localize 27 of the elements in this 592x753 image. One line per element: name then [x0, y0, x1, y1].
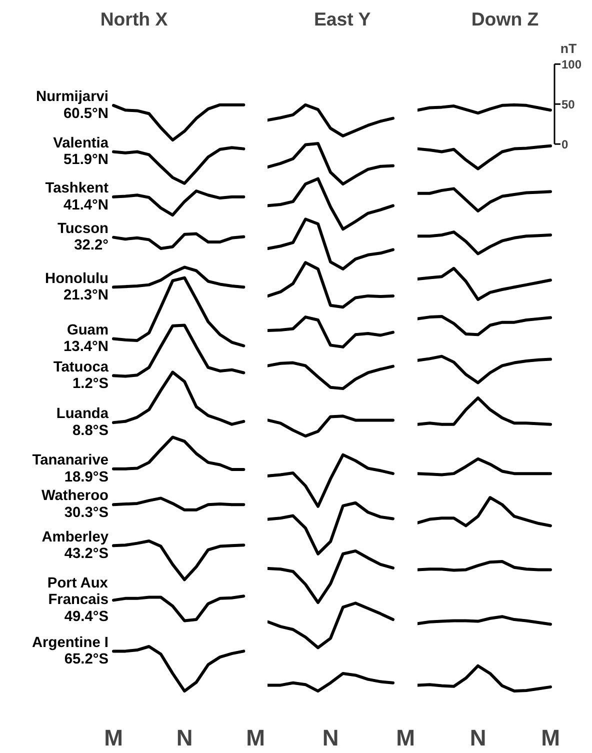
chart-title: Down Z — [471, 8, 539, 30]
text: 50 — [562, 98, 576, 112]
chart-title: East Y — [314, 8, 372, 30]
series-label: Watheroo 30.3°S — [41, 488, 109, 522]
series-label: Tatuoca 1.2°S — [53, 359, 110, 392]
series-label: Argentine I 65.2°S — [32, 634, 109, 668]
x-tick-label: M — [104, 724, 123, 750]
text: 100 — [562, 58, 582, 72]
x-tick-label: M — [246, 724, 265, 750]
x-tick-label: N — [470, 724, 486, 750]
x-tick-label: M — [541, 724, 560, 750]
series-label: Nurmijarvi 60.5°N — [36, 89, 109, 122]
series-label: Honolulu 21.3°N — [45, 270, 109, 304]
x-tick-label: N — [322, 724, 339, 750]
series-label: Tashkent 41.4°N — [45, 180, 109, 214]
text: 0 — [562, 138, 568, 152]
series-label: Luanda 8.8°S — [56, 406, 110, 439]
series-label: Tananarive 18.9°S — [32, 452, 109, 486]
series-label: Valentia 51.9°N — [53, 135, 110, 168]
series-label: Amberley 43.2°S — [42, 529, 110, 562]
chart-title: North X — [100, 8, 168, 30]
x-tick-label: M — [396, 724, 415, 750]
series-label: Port Aux Francais 49.4°S — [47, 575, 109, 625]
text: nT — [560, 41, 577, 56]
series-label: Tucson 32.2° — [57, 220, 109, 254]
series-label: Guam 13.4°N — [64, 322, 109, 356]
x-tick-label: N — [176, 724, 193, 750]
